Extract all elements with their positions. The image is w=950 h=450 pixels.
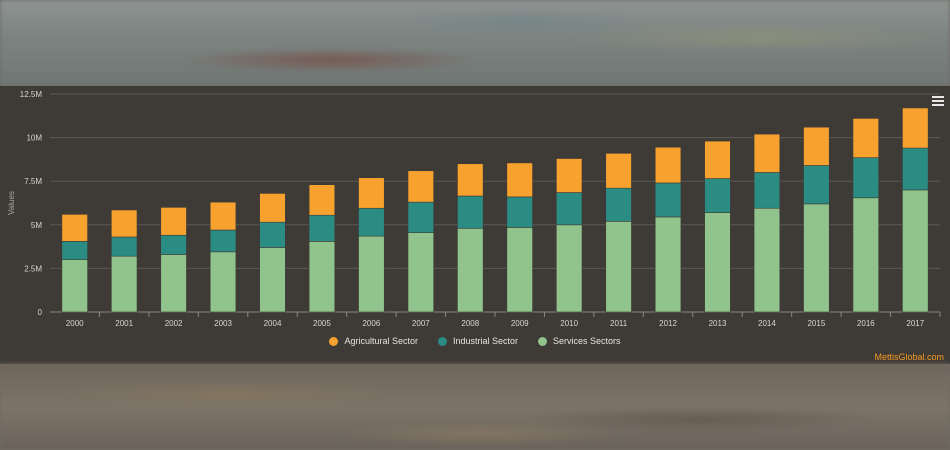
x-tick-label: 2000 (66, 319, 84, 328)
services-bar (209, 251, 237, 313)
x-tick-label: 2001 (115, 319, 133, 328)
industrial-bar (407, 201, 434, 233)
x-tick-label: 2014 (758, 319, 776, 328)
agricultural-bar (160, 207, 187, 236)
services-bar (605, 221, 632, 313)
industrial-bar (209, 229, 237, 253)
y-axis-label: Values (7, 191, 16, 215)
industrial-bar (61, 241, 88, 260)
y-tick-label: 10M (26, 134, 42, 143)
industrial-bar (556, 192, 583, 226)
agricultural-bar (407, 170, 434, 203)
industrial-bar (753, 172, 781, 209)
source-credit[interactable]: MettisGlobal.com (874, 352, 944, 362)
legend-dot-industrial (437, 336, 447, 346)
industrial-bar (506, 196, 533, 228)
menu-icon-bar (932, 96, 944, 98)
industrial-bar (308, 214, 336, 242)
x-tick-label: 2006 (362, 319, 380, 328)
y-tick-label: 5M (31, 221, 42, 230)
agricultural-bar (457, 163, 484, 197)
industrial-bar (605, 187, 632, 222)
services-bar (111, 255, 138, 313)
stacked-bar-chart: 0 2.5M 5M 7.5M 10M 12.5M Values 2000 2001 2002 200… (7, 90, 941, 328)
services-bar (803, 203, 830, 313)
chart-legend: Agricultural Sector Industrial Sector Se… (0, 336, 950, 346)
x-tick-label: 2004 (264, 319, 282, 328)
chart-panel: 0 2.5M 5M 7.5M 10M 12.5M Values 2000 2001 2002 200… (0, 86, 950, 364)
x-tick-label: 2003 (214, 319, 232, 328)
y-tick-label: 12.5M (20, 90, 43, 99)
agricultural-bar (209, 201, 237, 231)
agricultural-bar (556, 158, 583, 193)
industrial-bar (259, 221, 286, 248)
legend-label-services: Services Sectors (553, 336, 621, 346)
agricultural-bar (61, 214, 88, 242)
x-tick-label: 2008 (461, 319, 479, 328)
agricultural-bar (803, 126, 830, 166)
x-tick-label: 2007 (412, 319, 430, 328)
services-bar (753, 207, 781, 313)
services-bar (852, 197, 879, 313)
services-bar (902, 189, 929, 313)
agricultural-bar (902, 107, 929, 149)
industrial-bar (902, 147, 929, 191)
agricultural-bar (852, 118, 879, 158)
x-tick-label: 2002 (165, 319, 183, 328)
agricultural-bar (308, 184, 336, 216)
x-tick-label: 2012 (659, 319, 677, 328)
agricultural-bar (605, 152, 632, 189)
agricultural-bar (358, 177, 385, 209)
x-tick-label: 2009 (511, 319, 529, 328)
y-tick-label: 7.5M (24, 177, 42, 186)
legend-item-services[interactable]: Services Sectors (538, 336, 621, 346)
y-tick-label: 0 (38, 308, 43, 317)
services-bar (308, 241, 336, 313)
menu-icon-bar (932, 100, 944, 102)
agricultural-bar (704, 140, 731, 179)
hamburger-menu-icon[interactable] (932, 96, 944, 106)
x-tick-label: 2017 (906, 319, 924, 328)
legend-label-industrial: Industrial Sector (452, 336, 519, 346)
agricultural-bar (654, 146, 682, 184)
legend-dot-agricultural (329, 336, 339, 346)
agricultural-bar (259, 193, 286, 223)
services-bar (457, 227, 484, 313)
industrial-bar (852, 157, 879, 199)
industrial-bar (704, 178, 731, 213)
industrial-bar (803, 165, 830, 205)
agricultural-bar (111, 209, 138, 238)
menu-icon-bar (932, 104, 944, 106)
legend-item-agricultural[interactable]: Agricultural Sector (329, 336, 418, 346)
industrial-bar (654, 182, 682, 218)
x-tick-label: 2013 (709, 319, 727, 328)
services-bar (506, 227, 533, 313)
services-bar (654, 216, 682, 313)
agricultural-bar (753, 133, 781, 173)
industrial-bar (160, 234, 187, 255)
industrial-bar (457, 195, 484, 229)
x-tick-label: 2016 (857, 319, 875, 328)
legend-label-agricultural: Agricultural Sector (344, 336, 418, 346)
blurred-background-bottom (0, 364, 950, 450)
blurred-background-top (0, 0, 950, 86)
industrial-bar (358, 207, 385, 237)
services-bar (704, 212, 731, 313)
y-tick-label: 2.5M (24, 264, 42, 273)
services-bar (259, 247, 286, 313)
services-bar (556, 224, 583, 313)
legend-item-industrial[interactable]: Industrial Sector (437, 336, 519, 346)
x-tick-label: 2005 (313, 319, 331, 328)
services-bar (407, 232, 434, 313)
x-tick-label: 2015 (807, 319, 825, 328)
legend-dot-services (538, 336, 548, 346)
services-bar (160, 254, 187, 313)
services-bar (358, 235, 385, 313)
industrial-bar (111, 236, 138, 257)
x-tick-label: 2011 (610, 319, 628, 328)
x-tick-label: 2010 (560, 319, 578, 328)
agricultural-bar (506, 162, 533, 198)
services-bar (61, 259, 88, 313)
